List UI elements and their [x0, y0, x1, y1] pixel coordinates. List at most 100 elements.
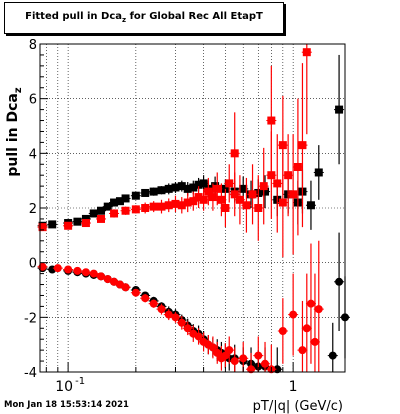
data-point [89, 209, 98, 218]
data-point [64, 265, 73, 274]
data-point [164, 310, 173, 319]
data-point [217, 195, 226, 204]
data-point [302, 48, 311, 57]
data-point [121, 194, 130, 203]
data-point [254, 204, 263, 212]
data-point [335, 105, 344, 114]
data-point [204, 187, 213, 196]
data-point [73, 217, 82, 226]
y-tick-label: 0 [29, 257, 37, 272]
data-point [48, 220, 57, 229]
y-axis-label-text: pull in Dcaz [5, 87, 24, 176]
series-2 [37, 44, 312, 258]
data-point [81, 219, 90, 228]
data-point [183, 184, 192, 193]
data-point [177, 182, 186, 191]
data-point [81, 214, 90, 223]
data-point [213, 184, 222, 193]
data-point [267, 116, 276, 125]
data-points [37, 44, 350, 374]
data-point [189, 197, 198, 206]
data-point [177, 201, 186, 210]
data-point [131, 205, 140, 214]
y-tick-label: 2 [29, 202, 37, 217]
axes: -4 -2 0 2 4 6 8 10 -1 1 [24, 38, 298, 395]
chart-title-box: Fitted pull in Dcaz for Global Rec All E… [4, 2, 284, 34]
data-point [121, 283, 130, 292]
x-tick-label-exponent: -1 [75, 376, 85, 387]
data-point [157, 202, 166, 211]
data-point [289, 190, 298, 199]
data-point [157, 305, 166, 314]
data-point [194, 332, 203, 341]
data-point [194, 180, 203, 189]
data-point [278, 198, 287, 207]
data-point [103, 275, 112, 284]
data-point [64, 221, 73, 230]
data-point [96, 272, 105, 281]
data-point [194, 193, 203, 202]
data-point [242, 201, 251, 210]
data-point [306, 201, 315, 210]
data-point [314, 168, 323, 177]
data-point [208, 193, 217, 202]
data-point [248, 190, 257, 199]
data-point [110, 198, 119, 207]
chart-title: Fitted pull in Dcaz for Global Rec All E… [5, 11, 283, 24]
data-point [73, 266, 82, 275]
y-tick-label: 6 [29, 93, 37, 108]
data-point [149, 187, 158, 196]
data-point [208, 343, 217, 352]
data-point [278, 327, 287, 335]
data-point [149, 202, 158, 211]
grid-lines [40, 43, 345, 373]
data-point [81, 268, 90, 277]
data-point [298, 346, 307, 355]
datestamp: Mon Jan 18 15:53:14 2021 [4, 400, 129, 410]
data-point [306, 299, 315, 308]
data-point [131, 191, 140, 200]
data-point [38, 223, 47, 232]
data-point [302, 324, 311, 333]
series-0 [37, 145, 324, 230]
title-main: Fitted pull in Dca [25, 11, 123, 22]
data-point [110, 209, 119, 218]
data-point [89, 269, 98, 278]
data-point [328, 351, 337, 360]
data-point [273, 365, 282, 374]
data-point [278, 141, 287, 150]
data-point [310, 337, 319, 346]
data-point [141, 294, 150, 303]
data-point [259, 182, 268, 191]
data-point [164, 201, 173, 210]
x-tick-label: 10 [55, 379, 73, 395]
data-point [230, 357, 239, 366]
y-tick-label: 4 [29, 147, 37, 162]
data-point [199, 195, 208, 204]
data-point [213, 348, 222, 357]
series-3 [229, 65, 294, 217]
data-point [235, 195, 244, 204]
data-point [177, 318, 186, 327]
data-point [289, 310, 298, 319]
data-point [131, 288, 140, 297]
data-point [141, 188, 150, 197]
data-point [149, 299, 158, 308]
y-tick-label: -4 [24, 366, 37, 381]
data-point [141, 204, 150, 212]
data-point [261, 187, 270, 196]
data-point [171, 313, 180, 322]
y-axis-label: pull in Dcaz [5, 87, 24, 176]
data-point [53, 264, 62, 273]
data-point [103, 202, 112, 211]
data-point [335, 277, 344, 286]
data-point [314, 305, 323, 314]
data-point [230, 149, 239, 158]
data-point [247, 365, 256, 374]
data-point [171, 183, 180, 192]
data-point [183, 324, 192, 333]
data-point [38, 262, 47, 271]
data-point [189, 183, 198, 192]
data-point [96, 206, 105, 215]
